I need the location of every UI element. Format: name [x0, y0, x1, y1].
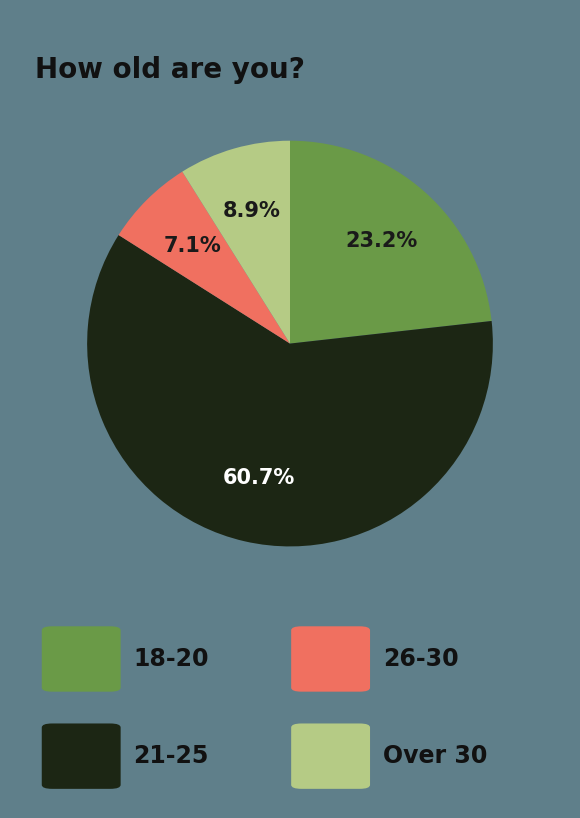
Text: How old are you?: How old are you? — [35, 56, 304, 83]
Wedge shape — [290, 141, 492, 344]
Wedge shape — [87, 235, 493, 546]
Text: 8.9%: 8.9% — [223, 201, 281, 221]
FancyBboxPatch shape — [42, 627, 121, 692]
Text: 21-25: 21-25 — [133, 744, 209, 768]
FancyBboxPatch shape — [291, 627, 370, 692]
Wedge shape — [118, 172, 290, 344]
Text: 18-20: 18-20 — [133, 647, 209, 671]
Text: Over 30: Over 30 — [383, 744, 487, 768]
FancyBboxPatch shape — [291, 723, 370, 789]
FancyBboxPatch shape — [42, 723, 121, 789]
Text: 23.2%: 23.2% — [346, 231, 418, 251]
Wedge shape — [182, 141, 290, 344]
Text: 26-30: 26-30 — [383, 647, 458, 671]
Text: 60.7%: 60.7% — [223, 468, 295, 488]
Text: 7.1%: 7.1% — [164, 236, 222, 256]
